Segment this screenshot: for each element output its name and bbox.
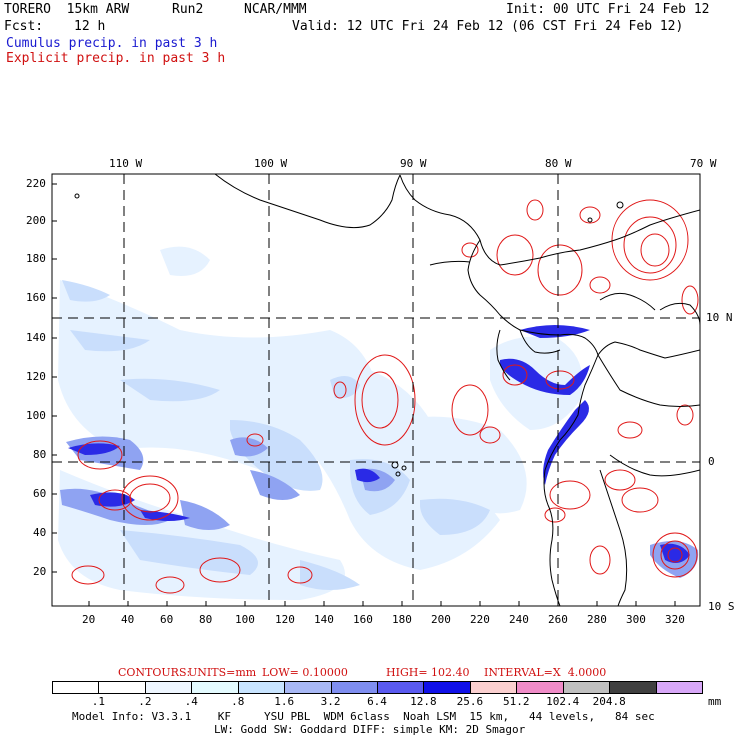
colorbar-label: 12.8 [410,695,437,708]
x-tick-200: 200 [431,613,451,626]
colorbar-segment [330,681,378,694]
colorbar-segment [609,681,657,694]
model-title: TORERO 15km ARW [4,2,130,17]
explicit-caption: Explicit precip. in past 3 h [6,51,226,66]
axis-ticks [52,183,676,606]
explicit-precip-contours [71,199,699,594]
x-tick-160: 160 [353,613,373,626]
x-tick-100: 100 [235,613,255,626]
x-tick-280: 280 [587,613,607,626]
x-tick-300: 300 [626,613,646,626]
map-frame [51,173,701,607]
contours-units: UNITS=mm [188,666,257,679]
colorbar-segment [562,681,611,694]
colorbar-label: 51.2 [503,695,530,708]
y-tick-220: 220 [26,177,46,190]
fcst-label: Fcst: [4,19,44,34]
y-tick-120: 120 [26,370,46,383]
colorbar-segment [516,681,564,694]
y-tick-60: 60 [33,487,47,500]
lat-label-0: 0 [708,455,715,468]
contours-high: HIGH= 102.40 [386,666,470,679]
lat-label-10n: 10 N [706,311,733,324]
colorbar-segment [655,681,703,694]
cumulus-caption: Cumulus precip. in past 3 h [6,36,218,51]
lat-label-10s: 10 S [708,600,735,613]
x-tick-120: 120 [275,613,295,626]
x-tick-240: 240 [509,613,529,626]
contours-label: CONTOURS: [118,666,191,679]
x-tick-180: 180 [392,613,412,626]
x-tick-220: 220 [470,613,490,626]
contours-interval: INTERVAL=X 4.0000 [484,666,607,679]
y-tick-80: 80 [33,448,47,461]
y-tick-200: 200 [26,214,46,227]
y-tick-40: 40 [33,526,47,539]
colorbar-label: .8 [231,695,245,708]
colorbar-label: .2 [138,695,152,708]
org-label: NCAR/MMM [244,2,307,17]
heavy-precip-areas [60,436,699,578]
colorbar-label: 6.4 [367,695,387,708]
model-info: Model Info: V3.3.1 KF YSU PBL WDM 6class… [72,710,655,723]
lon-label-80w: 80 W [545,157,572,170]
y-tick-160: 160 [26,291,46,304]
lon-label-100w: 100 W [254,157,288,170]
contours-low: LOW= 0.10000 [262,666,348,679]
y-tick-140: 140 [26,331,46,344]
y-tick-180: 180 [26,252,46,265]
fcst-value: 12 h [74,19,106,34]
x-tick-140: 140 [314,613,334,626]
x-tick-80: 80 [199,613,213,626]
colorbar-segment [469,681,518,694]
colorbar-label: .4 [184,695,198,708]
physics-info: LW: Godd SW: Goddard DIFF: simple KM: 2D… [214,723,526,736]
colorbar-unit: mm [708,695,722,708]
lon-label-70w: 70 W [690,157,717,170]
init-time: Init: 00 UTC Fri 24 Feb 12 [506,2,710,17]
colorbar-segment [284,681,332,694]
latlon-grid [52,174,700,606]
valid-time: Valid: 12 UTC Fri 24 Feb 12 (06 CST Fri … [292,19,684,34]
colorbar-segment [237,681,286,694]
colorbar-segment [98,681,146,694]
run-label: Run2 [172,2,204,17]
colorbar-segment [191,681,239,694]
colorbar-label: 25.6 [456,695,484,708]
moderate-precip-areas [62,280,490,590]
x-tick-40: 40 [121,613,135,626]
colorbar-segment [423,681,471,694]
colorbar-segment [377,681,425,694]
x-tick-260: 260 [548,613,568,626]
x-tick-20: 20 [82,613,96,626]
colorbar-label: 3.2 [320,695,341,708]
coastlines [214,174,700,606]
x-tick-60: 60 [160,613,174,626]
y-tick-100: 100 [26,409,46,422]
colorbar-segment [144,681,193,694]
colorbar-label: 102.4 [546,695,580,708]
y-tick-20: 20 [33,565,47,578]
colorbar-segment [52,681,100,694]
precip-fields [52,174,700,606]
colorbar-label: 204.8 [592,695,626,708]
lon-label-110w: 110 W [109,157,143,170]
lon-label-90w: 90 W [400,157,427,170]
colorbar-label: 1.6 [274,695,295,708]
x-tick-320: 320 [665,613,685,626]
colorbar-label: .1 [91,695,106,708]
